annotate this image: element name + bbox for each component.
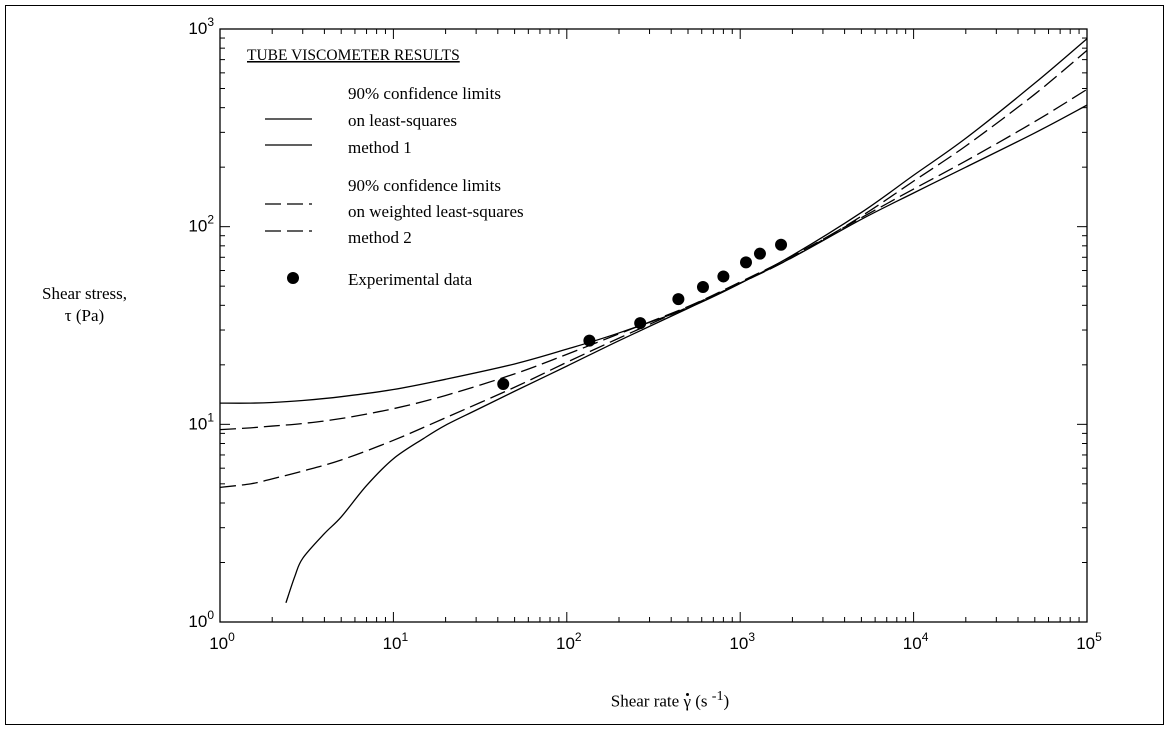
curve-solid-1 — [219, 38, 1088, 404]
legend: TUBE VISCOMETER RESULTS 90% confidence l… — [247, 47, 524, 289]
legend-group1-line1: 90% confidence limits — [348, 84, 501, 103]
x-axis-unit-open: (s — [690, 691, 712, 711]
legend-group2-line1: 90% confidence limits — [348, 176, 501, 195]
x-tick-label: 101 — [383, 630, 409, 653]
figure-frame — [5, 5, 1164, 725]
y-axis-label-line1: Shear stress, — [42, 284, 127, 303]
legend-group2-line2: on weighted least-squares — [348, 202, 524, 221]
x-axis-label: Shear rate γ (s -1) — [470, 688, 870, 712]
data-point — [672, 293, 685, 306]
x-axis-unit-close: ) — [723, 691, 730, 711]
legend-group2-line3: method 2 — [348, 228, 412, 247]
x-tick-label: 100 — [209, 630, 235, 653]
data-point — [696, 281, 709, 294]
y-axis-label-line2: τ (Pa) — [64, 306, 105, 325]
x-tick-label: 102 — [556, 630, 582, 653]
data-point — [753, 247, 766, 260]
legend-group1-line3: method 1 — [348, 138, 412, 157]
x-tick-label: 103 — [729, 630, 755, 653]
data-point — [775, 238, 788, 251]
legend-group1-line2: on least-squares — [348, 111, 457, 130]
x-tick-label: 104 — [903, 630, 929, 653]
gamma-dot-symbol: γ — [683, 691, 691, 711]
y-tick-label: 101 — [188, 410, 214, 433]
data-point — [634, 317, 647, 330]
x-tick-label: 105 — [1076, 630, 1102, 653]
y-tick-label: 102 — [188, 213, 214, 236]
x-axis-label-text: Shear rate — [610, 691, 684, 711]
y-tick-labels: 100 101 102 103 — [188, 15, 214, 631]
data-point — [717, 270, 730, 283]
curves — [219, 38, 1088, 604]
data-point — [739, 256, 752, 269]
y-axis-label: Shear stress, τ (Pa) — [12, 283, 157, 327]
plot-area-border — [219, 28, 1088, 623]
axis-ticks — [220, 29, 1087, 622]
y-tick-label: 100 — [188, 608, 214, 631]
x-tick-labels: 100 101 102 103 104 105 — [209, 630, 1102, 653]
y-tick-label: 103 — [188, 15, 214, 38]
experimental-points — [497, 238, 788, 390]
curve-solid-2 — [285, 104, 1088, 604]
data-point — [583, 334, 596, 347]
legend-point-marker — [287, 272, 299, 284]
curve-dashed-3 — [219, 88, 1088, 431]
curve-dashed-4 — [219, 49, 1088, 488]
legend-title: TUBE VISCOMETER RESULTS — [247, 47, 460, 64]
legend-points-label: Experimental data — [348, 270, 473, 289]
x-axis-unit-exp: -1 — [711, 688, 724, 704]
data-point — [497, 377, 510, 390]
